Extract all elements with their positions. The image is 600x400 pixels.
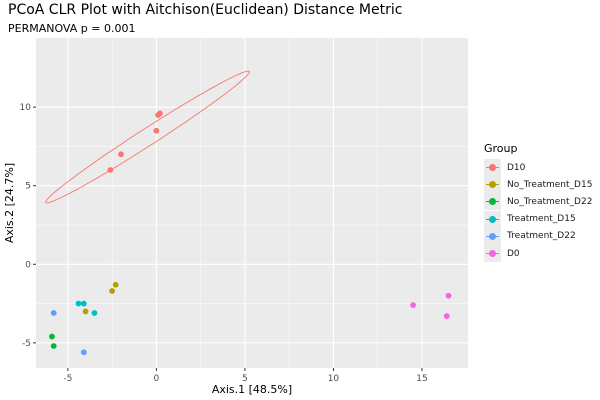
legend-key-d10	[484, 159, 501, 176]
legend-key-dot	[489, 232, 496, 240]
point-treatment-d22	[80, 349, 87, 356]
legend-label: Treatment_D15	[507, 214, 576, 225]
point-d10	[155, 112, 162, 118]
x-tick-label: 0	[154, 374, 160, 384]
legend-item-treatment-d22: Treatment_D22	[484, 227, 576, 245]
point-d10	[153, 127, 160, 134]
point-treatment-d15	[80, 300, 87, 307]
legend-key-treatment-d15	[484, 210, 501, 228]
legend-label: D10	[507, 162, 526, 173]
point-treatment-d15	[75, 300, 82, 307]
legend-key-no-treatment-d22	[484, 193, 501, 211]
point-treatment-d22	[50, 310, 57, 316]
point-d10	[107, 167, 114, 173]
x-tick-label: 10	[328, 374, 340, 384]
point-no-treatment-d15	[82, 308, 89, 315]
y-tick-label: 5	[25, 182, 31, 192]
point-no-treatment-d22	[50, 343, 57, 349]
legend-key-dot	[489, 164, 496, 171]
ellipse-d10	[45, 70, 250, 204]
x-tick-label: 15	[416, 374, 427, 384]
point-treatment-d15	[91, 310, 98, 316]
plot-panel	[36, 38, 468, 368]
legend-label: Treatment_D22	[507, 231, 576, 242]
point-d0	[445, 292, 452, 299]
legend-key-no-treatment-d15	[484, 176, 501, 194]
x-tick-label: -5	[63, 374, 72, 384]
legend-item-no-treatment-d22: No_Treatment_D22	[484, 193, 593, 211]
legend-label: No_Treatment_D22	[507, 196, 593, 207]
legend-title: Group	[484, 142, 518, 155]
legend-key-dot	[489, 215, 496, 223]
point-d0	[410, 302, 417, 309]
y-tick-label: -5	[22, 339, 31, 349]
legend-item-no-treatment-d15: No_Treatment_D15	[484, 176, 593, 194]
point-no-treatment-d22	[49, 333, 55, 340]
legend-key-dot	[489, 181, 496, 189]
y-tick-label: 10	[20, 103, 32, 113]
point-d0	[443, 313, 450, 320]
point-d10	[118, 151, 124, 158]
point-no-treatment-d15	[109, 288, 116, 294]
y-tick-label: 0	[25, 260, 31, 270]
legend-key-dot	[489, 250, 496, 257]
legend-label: No_Treatment_D15	[507, 179, 593, 190]
legend-key-treatment-d22	[484, 227, 501, 245]
chart-title: PCoA CLR Plot with Aitchison(Euclidean) …	[8, 2, 403, 18]
legend-item-d0: D0	[484, 245, 520, 262]
y-axis-label: Axis.2 [24.7%]	[3, 163, 16, 243]
legend-key-d0	[484, 245, 501, 262]
legend-key-dot	[489, 198, 496, 206]
point-no-treatment-d15	[112, 281, 119, 288]
x-axis-label: Axis.1 [48.5%]	[212, 383, 292, 396]
chart-subtitle: PERMANOVA p = 0.001	[8, 22, 136, 35]
legend-item-d10: D10	[484, 159, 525, 176]
legend-label: D0	[507, 248, 520, 259]
x-tick-label: 5	[242, 374, 248, 384]
legend-item-treatment-d15: Treatment_D15	[484, 210, 576, 228]
